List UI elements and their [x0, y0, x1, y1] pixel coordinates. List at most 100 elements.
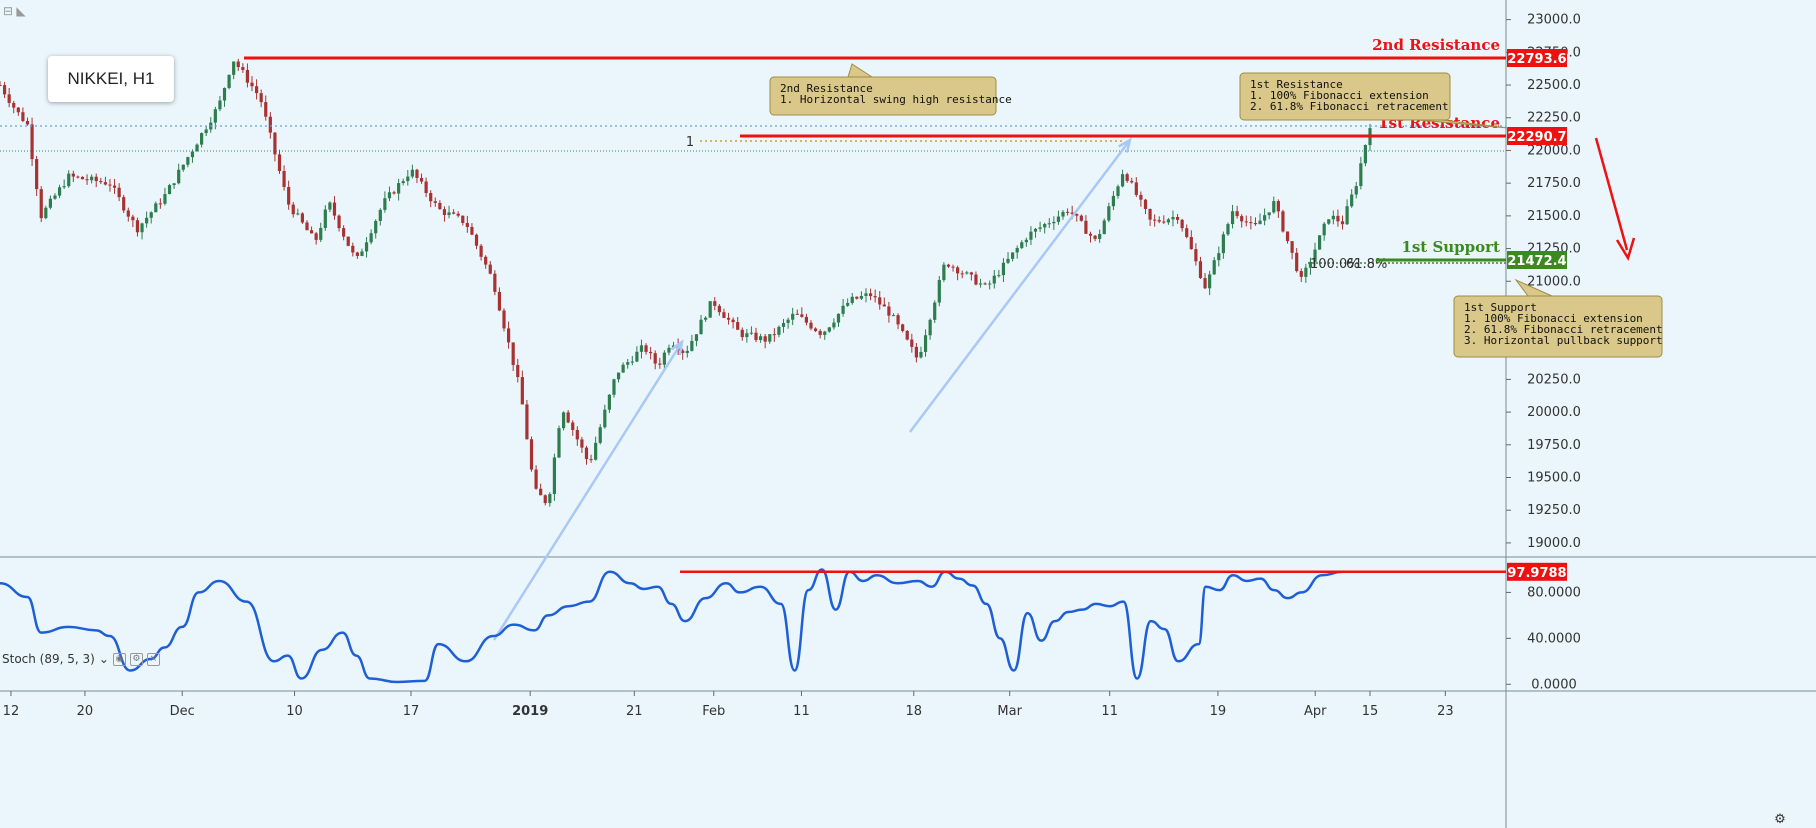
candle-body [1331, 215, 1335, 220]
candle-body [71, 173, 75, 177]
candle-body [791, 313, 795, 320]
candle-body [1175, 217, 1180, 220]
candle-body [250, 82, 254, 87]
time-tick-label: 15 [1362, 704, 1379, 719]
candle-body [571, 422, 575, 430]
candle-body [658, 363, 662, 365]
candle-body [346, 236, 350, 246]
candle-body [749, 332, 754, 334]
candle-body [122, 197, 126, 211]
candle-body [795, 313, 799, 315]
candle-body [264, 102, 268, 117]
candle-body [1088, 233, 1093, 236]
candle-body [699, 319, 703, 335]
candle-body [342, 228, 346, 237]
candle-body [103, 182, 107, 185]
candle-body [218, 100, 222, 110]
candle-body [781, 322, 786, 327]
candle-body [245, 69, 250, 83]
candle-body [378, 209, 382, 221]
candle-body [580, 439, 584, 448]
candle-body [328, 202, 332, 210]
time-tick-label: Mar [997, 704, 1022, 719]
candle-body [772, 334, 776, 336]
candle-body [1359, 163, 1363, 187]
candle-body [992, 275, 996, 284]
candle-body [323, 209, 327, 228]
candle-body [910, 339, 914, 347]
candle-body [506, 328, 511, 343]
candle-body [607, 394, 611, 410]
candle-body [1093, 235, 1097, 239]
candle-body [1162, 221, 1166, 223]
candle-body [662, 352, 666, 365]
candle-body [575, 429, 579, 440]
price-tag-bg [1507, 251, 1567, 269]
candle-body [694, 334, 699, 341]
candle-body [1116, 186, 1120, 196]
candle-body [1061, 211, 1065, 217]
candle-body [268, 116, 272, 133]
candle-body [1047, 223, 1051, 225]
candle-body [997, 275, 1001, 277]
candle-body [594, 442, 598, 460]
candle-body [21, 112, 25, 122]
price-tick-label: 19500.0 [1527, 471, 1581, 486]
gear-icon[interactable]: ⚙ [1774, 812, 1786, 827]
price-tick-label: 20250.0 [1527, 372, 1581, 387]
settings-icon[interactable]: ⚙ [129, 652, 143, 666]
candle-body [99, 181, 103, 183]
candle-body [1304, 267, 1308, 277]
candle-body [470, 226, 474, 235]
candle-body [534, 469, 538, 489]
candle-body [429, 193, 433, 202]
candle-body [969, 272, 973, 275]
callout-1st-support-line: 3. Horizontal pullback support [1464, 334, 1663, 347]
stoch-value-bg [1507, 562, 1567, 581]
candle-body [401, 181, 405, 184]
candle-body [603, 409, 607, 428]
candle-body [584, 447, 589, 460]
candle-body [539, 488, 543, 496]
candle-body [1107, 206, 1111, 221]
candle-body [681, 350, 685, 354]
callout-1st-support-line: 1. 100% Fibonacci extension [1464, 312, 1643, 325]
candle-body [855, 296, 859, 299]
candle-body [1185, 228, 1189, 238]
candle-body [1340, 221, 1345, 225]
candle-body [387, 192, 392, 199]
candle-body [777, 326, 781, 335]
eye-icon[interactable]: ◉ [112, 652, 126, 666]
chevron-down-icon[interactable]: ⌄ [98, 652, 109, 666]
candle-body [149, 212, 153, 218]
price-tick-label: 22000.0 [1527, 143, 1581, 158]
candle-body [254, 86, 259, 94]
candle-body [928, 319, 932, 336]
candle-body [227, 74, 231, 88]
candle-body [529, 439, 534, 470]
candle-body [1249, 222, 1253, 224]
candle-body [878, 297, 882, 305]
candle-body [1240, 216, 1244, 222]
candle-body [745, 333, 749, 338]
candle-body [1020, 242, 1024, 248]
candle-body [332, 202, 337, 216]
candle-body [204, 129, 208, 134]
candle-body [704, 317, 708, 320]
candle-body [942, 264, 946, 280]
candle-body [1313, 249, 1317, 262]
candle-body [44, 207, 48, 219]
callout-1st-resistance-box [1239, 72, 1451, 121]
candle-body [740, 329, 744, 338]
candle-body [39, 189, 43, 219]
time-tick-label: 21 [626, 704, 643, 719]
candle-body [1235, 211, 1239, 217]
toolbar-icons[interactable]: ⊟ ◣ [3, 4, 26, 18]
close-icon[interactable]: × [146, 652, 160, 666]
candle-body [713, 301, 717, 306]
candle-body [846, 302, 850, 306]
time-tick-label: 10 [286, 704, 303, 719]
candle-body [1011, 252, 1015, 259]
